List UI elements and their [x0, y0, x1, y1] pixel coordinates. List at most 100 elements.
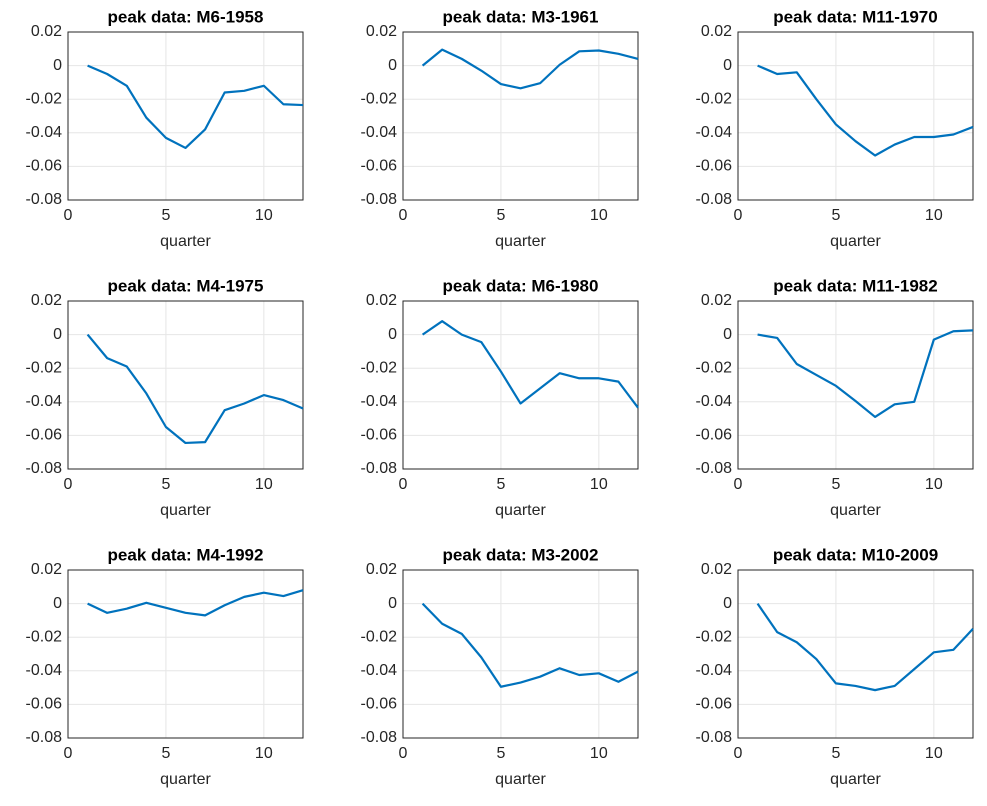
x-tick-label: 10 — [590, 207, 608, 224]
y-tick-label: -0.06 — [361, 696, 398, 713]
y-tick-label: -0.08 — [361, 729, 398, 746]
x-tick-label: 10 — [255, 476, 273, 493]
y-tick-label: -0.06 — [361, 427, 398, 444]
x-tick-label: 0 — [399, 207, 408, 224]
chart-title: peak data: M11-1982 — [773, 276, 937, 295]
y-tick-label: -0.04 — [26, 662, 63, 679]
chart-title: peak data: M6-1980 — [443, 276, 599, 295]
y-tick-label: 0.02 — [366, 561, 397, 578]
y-tick-label: -0.08 — [26, 460, 63, 477]
y-tick-label: -0.02 — [696, 90, 733, 107]
y-tick-label: -0.02 — [361, 359, 398, 376]
y-tick-label: 0.02 — [31, 23, 62, 40]
y-tick-label: -0.06 — [26, 696, 63, 713]
y-tick-label: -0.08 — [696, 729, 733, 746]
subplot: -0.08 -0.06 -0.04 -0.02 0 0.02 0 5 10 peak data: … — [696, 7, 974, 250]
x-axis-label: quarter — [160, 771, 211, 788]
y-tick-label: -0.02 — [26, 628, 63, 645]
y-tick-label: -0.02 — [696, 359, 733, 376]
chart-title: peak data: M10-2009 — [773, 545, 938, 564]
y-tick-label: -0.08 — [361, 191, 398, 208]
axes-frame — [67, 569, 304, 739]
x-axis-label: quarter — [830, 233, 881, 250]
x-tick-label: 10 — [255, 745, 273, 762]
y-tick-label: 0 — [723, 595, 732, 612]
x-tick-label: 10 — [925, 745, 943, 762]
y-tick-label: -0.04 — [361, 662, 398, 679]
y-tick-label: 0.02 — [366, 23, 397, 40]
y-tick-label: -0.02 — [26, 359, 63, 376]
y-tick-label: -0.02 — [26, 90, 63, 107]
data-line — [86, 333, 304, 445]
x-axis-label: quarter — [495, 233, 546, 250]
chart-title: peak data: M3-1961 — [443, 7, 599, 26]
y-tick-label: 0 — [388, 595, 397, 612]
x-tick-label: 0 — [734, 207, 743, 224]
y-tick-label: 0 — [388, 57, 397, 74]
x-tick-label: 0 — [734, 476, 743, 493]
y-tick-label: 0 — [388, 326, 397, 343]
chart-title: peak data: M4-1992 — [108, 545, 264, 564]
x-tick-label: 10 — [255, 207, 273, 224]
x-tick-label: 5 — [161, 207, 170, 224]
axes-frame — [737, 31, 974, 201]
y-tick-label: -0.06 — [26, 427, 63, 444]
y-tick-label: -0.06 — [696, 158, 733, 175]
y-tick-label: 0 — [723, 326, 732, 343]
chart-title: peak data: M4-1975 — [108, 276, 264, 295]
subplot: -0.08 -0.06 -0.04 -0.02 0 0.02 0 5 10 peak data: … — [361, 545, 639, 788]
chart-title: peak data: M11-1970 — [773, 7, 937, 26]
x-tick-label: 5 — [161, 745, 170, 762]
x-axis-label: quarter — [160, 502, 211, 519]
x-tick-label: 5 — [496, 207, 505, 224]
subplot: -0.08 -0.06 -0.04 -0.02 0 0.02 0 5 10 peak data: … — [696, 545, 974, 788]
y-tick-label: 0.02 — [366, 292, 397, 309]
x-tick-label: 0 — [734, 745, 743, 762]
subplot: -0.08 -0.06 -0.04 -0.02 0 0.02 0 5 10 peak data: … — [361, 276, 639, 519]
data-line — [757, 329, 974, 419]
y-tick-label: -0.04 — [696, 393, 733, 410]
y-tick-label: -0.08 — [26, 729, 63, 746]
axes-frame — [67, 300, 304, 470]
y-tick-label: -0.06 — [696, 696, 733, 713]
axes-frame — [402, 569, 639, 739]
y-tick-label: -0.08 — [696, 460, 733, 477]
axes-frame — [402, 31, 639, 201]
subplot: -0.08 -0.06 -0.04 -0.02 0 0.02 0 5 10 peak data: … — [26, 545, 304, 788]
x-tick-label: 5 — [831, 745, 840, 762]
y-tick-label: 0 — [723, 57, 732, 74]
y-tick-label: 0 — [53, 57, 62, 74]
y-tick-label: -0.04 — [361, 393, 398, 410]
y-tick-label: -0.04 — [26, 124, 63, 141]
chart-title: peak data: M3-2002 — [443, 545, 599, 564]
y-tick-label: 0.02 — [31, 292, 62, 309]
x-tick-label: 10 — [925, 476, 943, 493]
axes-frame — [402, 300, 639, 470]
y-tick-label: 0.02 — [701, 561, 732, 578]
data-line — [421, 320, 639, 409]
x-tick-label: 5 — [831, 476, 840, 493]
data-line — [757, 64, 974, 157]
x-axis-label: quarter — [495, 771, 546, 788]
x-tick-label: 5 — [161, 476, 170, 493]
x-tick-label: 0 — [399, 476, 408, 493]
subplot: -0.08 -0.06 -0.04 -0.02 0 0.02 0 5 10 peak data: … — [26, 7, 304, 250]
y-tick-label: -0.08 — [696, 191, 733, 208]
y-tick-label: -0.02 — [361, 90, 398, 107]
y-tick-label: -0.04 — [696, 124, 733, 141]
y-tick-label: -0.02 — [696, 628, 733, 645]
data-line — [421, 48, 639, 90]
x-axis-label: quarter — [830, 502, 881, 519]
x-tick-label: 5 — [496, 476, 505, 493]
x-tick-label: 0 — [399, 745, 408, 762]
x-axis-label: quarter — [495, 502, 546, 519]
y-tick-label: -0.06 — [26, 158, 63, 175]
axes-frame — [737, 569, 974, 739]
x-tick-label: 10 — [590, 745, 608, 762]
y-tick-label: -0.04 — [26, 393, 63, 410]
data-line — [87, 589, 304, 617]
data-line — [421, 602, 639, 688]
y-tick-label: -0.06 — [361, 158, 398, 175]
y-tick-label: -0.02 — [361, 628, 398, 645]
